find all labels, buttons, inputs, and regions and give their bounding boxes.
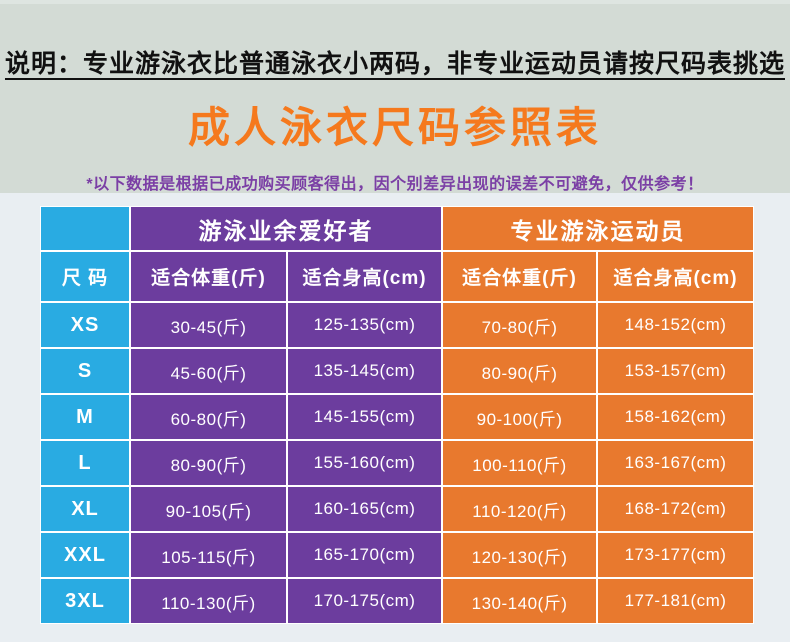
value-cell: 30-45(斤) [130, 302, 287, 348]
value-cell: 90-100(斤) [442, 394, 597, 440]
value-cell: 100-110(斤) [442, 440, 597, 486]
group-header-amateur: 游泳业余爱好者 [130, 206, 442, 251]
value-cell: 70-80(斤) [442, 302, 597, 348]
header-section: 说明：专业游泳衣比普通泳衣小两码，非专业运动员请按尺码表挑选 成人泳衣尺码参照表… [0, 0, 790, 193]
disclaimer-note: *以下数据是根据已成功购买顾客得出，因个别差异出现的误差不可避免，仅供参考！ [86, 176, 704, 193]
subheader-professional-weight: 适合体重(斤) [442, 251, 597, 302]
table-section: 游泳业余爱好者 专业游泳运动员 尺 码 适合体重(斤) 适合身高(cm) 适合体… [0, 206, 790, 642]
size-cell: M [40, 394, 130, 440]
notice-banner: 说明：专业游泳衣比普通泳衣小两码，非专业运动员请按尺码表挑选 [4, 50, 785, 78]
value-cell: 105-115(斤) [130, 532, 287, 578]
value-cell: 173-177(cm) [597, 532, 754, 578]
value-cell: 165-170(cm) [287, 532, 442, 578]
value-cell: 120-130(斤) [442, 532, 597, 578]
value-cell: 153-157(cm) [597, 348, 754, 394]
value-cell: 168-172(cm) [597, 486, 754, 532]
subheader-amateur-height: 适合身高(cm) [287, 251, 442, 302]
subheader-amateur-weight: 适合体重(斤) [130, 251, 287, 302]
subheader-professional-height: 适合身高(cm) [597, 251, 754, 302]
value-cell: 145-155(cm) [287, 394, 442, 440]
value-cell: 148-152(cm) [597, 302, 754, 348]
value-cell: 80-90(斤) [442, 348, 597, 394]
size-cell: XXL [40, 532, 130, 578]
size-cell: XL [40, 486, 130, 532]
size-chart-table: 游泳业余爱好者 专业游泳运动员 尺 码 适合体重(斤) 适合身高(cm) 适合体… [40, 206, 754, 624]
size-cell: 3XL [40, 578, 130, 624]
value-cell: 158-162(cm) [597, 394, 754, 440]
corner-cell [40, 206, 130, 251]
value-cell: 163-167(cm) [597, 440, 754, 486]
value-cell: 160-165(cm) [287, 486, 442, 532]
size-cell: L [40, 440, 130, 486]
group-header-professional: 专业游泳运动员 [442, 206, 754, 251]
value-cell: 125-135(cm) [287, 302, 442, 348]
size-cell: XS [40, 302, 130, 348]
value-cell: 110-130(斤) [130, 578, 287, 624]
value-cell: 110-120(斤) [442, 486, 597, 532]
value-cell: 130-140(斤) [442, 578, 597, 624]
value-cell: 170-175(cm) [287, 578, 442, 624]
value-cell: 177-181(cm) [597, 578, 754, 624]
value-cell: 135-145(cm) [287, 348, 442, 394]
value-cell: 45-60(斤) [130, 348, 287, 394]
page-title: 成人泳衣尺码参照表 [187, 104, 602, 151]
size-column-header: 尺 码 [40, 251, 130, 302]
size-cell: S [40, 348, 130, 394]
value-cell: 80-90(斤) [130, 440, 287, 486]
value-cell: 60-80(斤) [130, 394, 287, 440]
value-cell: 155-160(cm) [287, 440, 442, 486]
value-cell: 90-105(斤) [130, 486, 287, 532]
